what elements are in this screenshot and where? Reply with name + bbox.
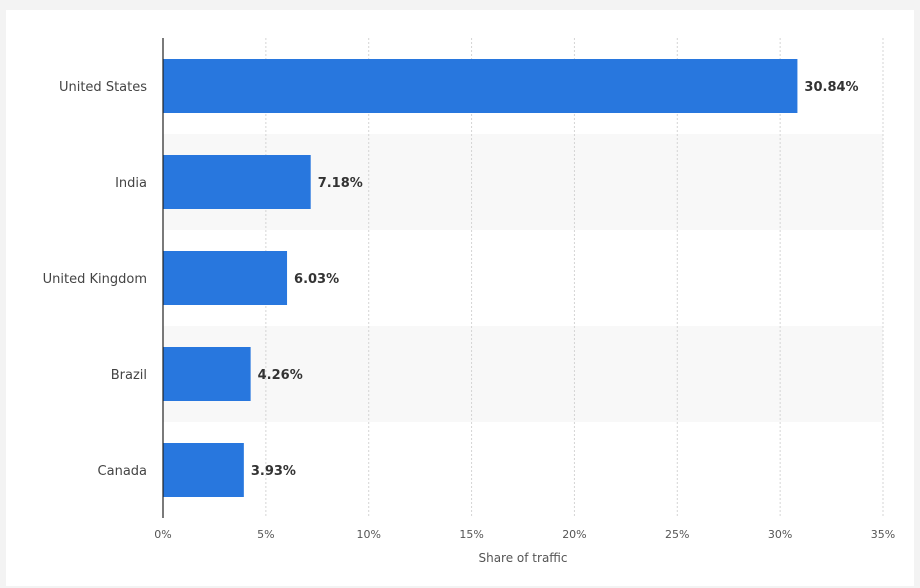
row-band <box>163 326 883 422</box>
value-label: 30.84% <box>804 80 858 95</box>
x-tick-label: 5% <box>257 528 274 541</box>
bar <box>163 155 311 209</box>
category-label: Canada <box>98 464 147 479</box>
x-tick-label: 15% <box>459 528 483 541</box>
bar <box>163 443 244 497</box>
bar <box>163 59 798 113</box>
category-label: United Kingdom <box>43 272 147 287</box>
bars <box>163 59 798 497</box>
gridlines <box>265 38 884 518</box>
x-axis-title: Share of traffic <box>478 551 567 565</box>
bar-chart: United States India United Kingdom Brazil Ca… <box>43 38 895 565</box>
row-bands <box>163 134 883 422</box>
bar <box>163 347 251 401</box>
value-labels: 30.84% 7.18% 6.03% 4.26% 3.93% <box>251 80 859 479</box>
x-tick-label: 30% <box>768 528 792 541</box>
category-label: Brazil <box>111 368 147 383</box>
x-tick-label: 10% <box>356 528 380 541</box>
x-tick-label: 20% <box>562 528 586 541</box>
category-label: India <box>115 176 147 191</box>
bar <box>163 251 288 305</box>
x-tick-labels: 0% 5% 10% 15% 20% 25% 30% 35% <box>154 528 895 541</box>
value-label: 7.18% <box>318 176 363 191</box>
chart-container: United States India United Kingdom Brazil Ca… <box>6 10 914 586</box>
x-tick-label: 35% <box>871 528 895 541</box>
value-label: 4.26% <box>258 368 303 383</box>
x-tick-label: 0% <box>154 528 171 541</box>
value-label: 6.03% <box>294 272 339 287</box>
category-label: United States <box>59 80 147 95</box>
x-tick-label: 25% <box>665 528 689 541</box>
category-labels: United States India United Kingdom Brazil Ca… <box>43 80 148 479</box>
value-label: 3.93% <box>251 464 296 479</box>
